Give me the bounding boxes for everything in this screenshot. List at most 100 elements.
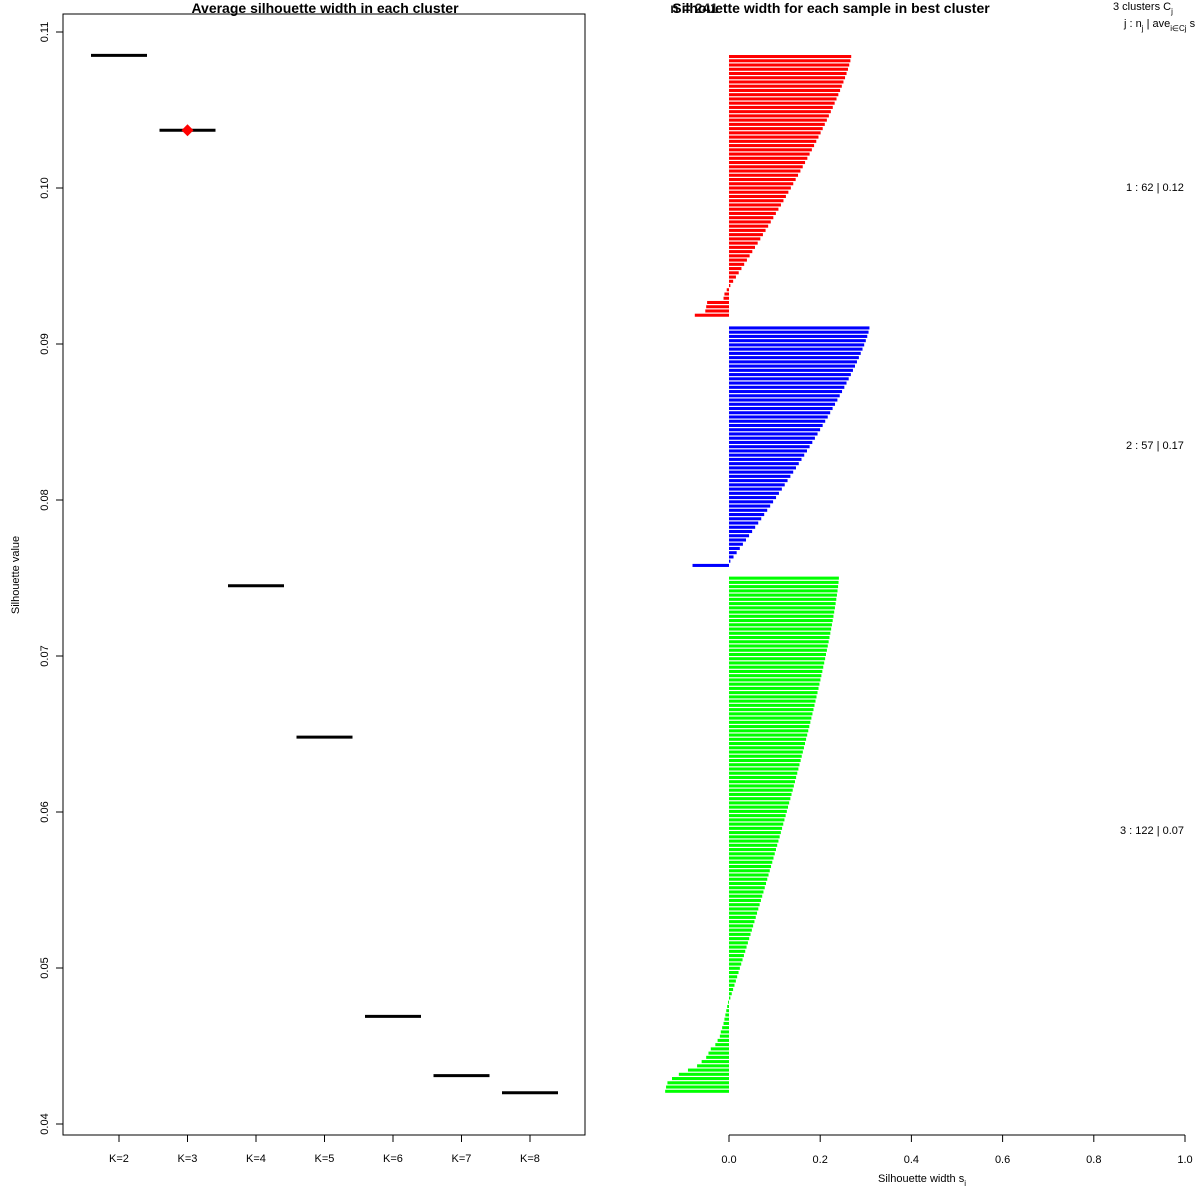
silhouette-bar-cluster-1: [729, 76, 846, 80]
silhouette-bar-cluster-3: [729, 754, 802, 758]
silhouette-bar-cluster-3: [729, 987, 734, 992]
silhouette-bar-cluster-3: [729, 907, 759, 911]
silhouette-bar-cluster-3: [729, 860, 773, 864]
silhouette-bar-cluster-2: [729, 415, 828, 419]
silhouette-bar-cluster-3: [729, 742, 806, 746]
silhouette-bar-cluster-1: [729, 88, 841, 92]
silhouette-bar-cluster-2: [729, 462, 799, 466]
silhouette-bar-cluster-3: [729, 966, 740, 970]
silhouette-bar-cluster-1: [705, 309, 729, 313]
silhouette-bar-cluster-3: [729, 619, 833, 623]
legend-header-clusters-sub: j: [1170, 7, 1173, 16]
silhouette-bar-cluster-3: [729, 771, 798, 775]
silhouette-bar-cluster-2: [729, 347, 863, 351]
silhouette-bar-cluster-2: [729, 487, 782, 491]
silhouette-bar-cluster-3: [729, 809, 787, 813]
silhouette-bar-cluster-3: [729, 975, 738, 979]
silhouette-bar-cluster-3: [729, 784, 794, 788]
silhouette-bar-cluster-3: [729, 665, 824, 669]
silhouette-bar-cluster-3: [729, 856, 774, 860]
silhouette-bar-cluster-2: [729, 360, 857, 364]
right-panel: Silhouette width for each sample in best…: [665, 0, 1196, 1188]
silhouette-bar-cluster-3: [729, 674, 822, 678]
silhouette-bar-cluster-2: [729, 343, 865, 347]
silhouette-bar-cluster-3: [726, 1009, 729, 1013]
silhouette-bar-cluster-1: [729, 101, 835, 105]
silhouette-bar-cluster-1: [706, 305, 729, 309]
silhouette-bar-cluster-1: [729, 224, 769, 228]
silhouette-bar-cluster-2: [729, 508, 768, 512]
silhouette-bar-cluster-2: [729, 351, 861, 355]
legend-header-ave-sub: i∈Cj: [1170, 24, 1187, 33]
silhouette-bar-cluster-1: [729, 220, 771, 224]
silhouette-bar-cluster-3: [729, 983, 735, 987]
left-plot-frame: [62, 13, 586, 1136]
silhouette-bar-cluster-3: [729, 657, 826, 661]
silhouette-bar-cluster-3: [729, 708, 814, 712]
silhouette-bar-cluster-3: [729, 941, 748, 945]
silhouette-bar-cluster-3: [729, 606, 835, 610]
silhouette-bar-cluster-3: [729, 788, 793, 792]
silhouette-bar-cluster-1: [729, 177, 796, 182]
left-x-tick-label: K=4: [246, 1153, 266, 1165]
silhouette-bar-cluster-3: [729, 589, 838, 593]
silhouette-bar-cluster-1: [729, 110, 831, 114]
silhouette-bar-cluster-3: [729, 695, 817, 699]
left-y-tick-label: 0.04: [39, 1113, 51, 1134]
silhouette-bar-cluster-3: [665, 1089, 729, 1093]
silhouette-bar-cluster-2: [729, 406, 833, 411]
silhouette-bar-cluster-2: [729, 390, 843, 394]
silhouette-bar-cluster-3: [729, 920, 755, 924]
silhouette-bar-cluster-1: [729, 118, 827, 122]
silhouette-bar-cluster-3: [729, 797, 791, 801]
silhouette-bar-cluster-3: [729, 792, 792, 796]
legend-header-clusters-text: 3 clusters C: [1113, 1, 1171, 13]
silhouette-bar-cluster-2: [729, 500, 774, 504]
silhouette-bar-cluster-2: [729, 517, 762, 521]
silhouette-bar-cluster-3: [701, 1060, 729, 1064]
silhouette-bar-cluster-3: [729, 962, 742, 966]
silhouette-bar-cluster-3: [725, 1013, 729, 1017]
silhouette-bar-cluster-1: [729, 169, 801, 173]
silhouette-bar-cluster-1: [729, 241, 758, 245]
silhouette-bar-cluster-1: [729, 97, 837, 101]
silhouette-bar-cluster-3: [729, 894, 763, 898]
silhouette-bar-cluster-1: [729, 271, 739, 275]
silhouette-bar-cluster-2: [729, 334, 868, 338]
silhouette-bar-cluster-1: [729, 63, 850, 67]
silhouette-bar-cluster-1: [729, 71, 847, 76]
silhouette-bar-cluster-3: [729, 678, 821, 682]
best-k-marker: [181, 124, 194, 137]
legend-header-ave: | ave: [1144, 18, 1171, 30]
silhouette-bar-cluster-2: [729, 542, 743, 546]
silhouette-bar-cluster-3: [729, 780, 795, 784]
right-x-axis-label-sub: i: [964, 1179, 966, 1188]
right-x-axis-label: Silhouette width si: [878, 1173, 966, 1188]
silhouette-bar-cluster-3: [706, 1055, 729, 1059]
silhouette-bar-cluster-1: [726, 288, 729, 292]
silhouette-bar-cluster-3: [715, 1043, 729, 1047]
silhouette-bar-cluster-2: [729, 339, 866, 343]
silhouette-bar-cluster-3: [729, 644, 828, 648]
silhouette-bar-cluster-2: [729, 440, 813, 444]
silhouette-bar-cluster-2: [729, 377, 849, 381]
silhouette-bar-cluster-1: [729, 190, 789, 194]
silhouette-bar-cluster-3: [729, 623, 832, 627]
silhouette-bar-cluster-3: [729, 945, 747, 949]
silhouette-bar-cluster-3: [729, 712, 813, 716]
silhouette-bar-cluster-1: [707, 300, 729, 305]
silhouette-bar-cluster-2: [729, 402, 836, 406]
silhouette-bar-cluster-3: [729, 750, 803, 754]
legend-header-j-n: j : n: [1123, 18, 1142, 30]
silhouette-bar-cluster-2: [729, 551, 737, 555]
silhouette-bar-cluster-3: [729, 839, 779, 843]
silhouette-bar-cluster-2: [729, 373, 851, 377]
silhouette-bar-cluster-1: [729, 84, 842, 88]
silhouette-bar-cluster-2: [729, 453, 805, 457]
silhouette-bar-cluster-3: [729, 746, 804, 750]
silhouette-bar-cluster-2: [729, 394, 840, 398]
left-x-tick-label: K=7: [452, 1153, 472, 1165]
legend-row-cluster-1: 1 : 62 | 0.12: [1126, 182, 1184, 194]
silhouette-bar-cluster-1: [729, 254, 750, 258]
silhouette-bar-cluster-3: [729, 627, 832, 631]
